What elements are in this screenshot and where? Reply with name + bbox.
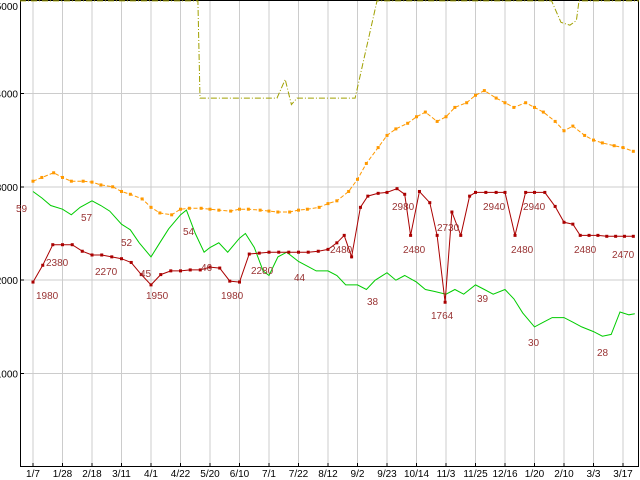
x-tick-label: 2/10: [554, 469, 574, 480]
value-label: 45: [140, 269, 152, 280]
x-tick-label: 11/3: [437, 469, 456, 480]
value-label: 1980: [221, 291, 244, 302]
x-tick-label: 7/22: [289, 469, 309, 480]
y-tick-label: 2000: [0, 276, 18, 287]
value-label: 1950: [146, 291, 169, 302]
value-label: 28: [597, 348, 609, 359]
value-label: 52: [121, 238, 133, 249]
value-label: 2380: [46, 258, 69, 269]
x-tick-label: 3/3: [587, 469, 601, 480]
x-tick-label: 1/28: [53, 469, 73, 480]
value-label: 30: [528, 338, 540, 349]
value-label: 1980: [36, 291, 59, 302]
value-annotations: 59 2380 1980 57 2270 52 45 1950 54 46 1980 2280 44 24…: [16, 202, 635, 359]
y-tick-label: 5000: [0, 2, 18, 13]
x-tick-label: 6/10: [230, 469, 250, 480]
value-label: 46: [201, 263, 213, 274]
value-label: 38: [367, 297, 379, 308]
x-tick-label: 1/7: [26, 469, 40, 480]
x-tick-label: 12/16: [492, 469, 517, 480]
x-tick-label: 2/18: [82, 469, 102, 480]
value-label: 2280: [251, 266, 274, 277]
x-tick-label: 4/22: [171, 469, 191, 480]
y-axis-labels: 1000 2000 3000 4000 5000: [0, 2, 18, 381]
value-label: 2480: [574, 245, 597, 256]
value-label: 2940: [483, 202, 506, 213]
x-tick-label: 11/25: [463, 469, 488, 480]
value-label: 2940: [523, 202, 546, 213]
x-tick-label: 9/2: [351, 469, 365, 480]
value-label: 2470: [612, 250, 635, 261]
value-label: 2480: [511, 245, 534, 256]
value-label: 2980: [392, 202, 415, 213]
orange-dashed-series: [31, 89, 635, 217]
y-tick-label: 4000: [0, 89, 18, 100]
x-tick-label: 1/20: [525, 469, 545, 480]
x-tick-label: 3/17: [613, 469, 633, 480]
plot-border: [20, 0, 639, 467]
olive-dashdot-series: [20, 0, 639, 106]
axis-ticks: [20, 0, 624, 467]
value-label: 54: [183, 227, 195, 238]
y-tick-label: 1000: [0, 370, 18, 381]
grid-lines: [20, 0, 639, 467]
x-tick-label: 7/1: [262, 469, 276, 480]
value-label: 57: [81, 213, 93, 224]
x-tick-label: 9/23: [377, 469, 397, 480]
dark-red-series: [31, 187, 635, 304]
value-label: 59: [16, 204, 28, 215]
value-label: 2730: [437, 223, 460, 234]
x-tick-label: 5/20: [200, 469, 220, 480]
y-tick-label: 3000: [0, 183, 18, 194]
x-tick-label: 10/14: [404, 469, 429, 480]
x-tick-label: 3/11: [112, 469, 131, 480]
x-tick-label: 8/12: [318, 469, 338, 480]
value-label: 1764: [431, 311, 454, 322]
green-series: [32, 191, 635, 337]
x-tick-label: 4/1: [144, 469, 158, 480]
value-label: 2270: [95, 267, 118, 278]
value-label: 39: [477, 294, 489, 305]
x-axis-labels: 1/7 1/28 2/18 3/11 4/1 4/22 5/20 6/10 7/1 7/22 8/1…: [26, 469, 633, 480]
value-label: 2480: [403, 245, 426, 256]
value-label: 44: [294, 273, 306, 284]
value-label: 2480: [330, 245, 353, 256]
